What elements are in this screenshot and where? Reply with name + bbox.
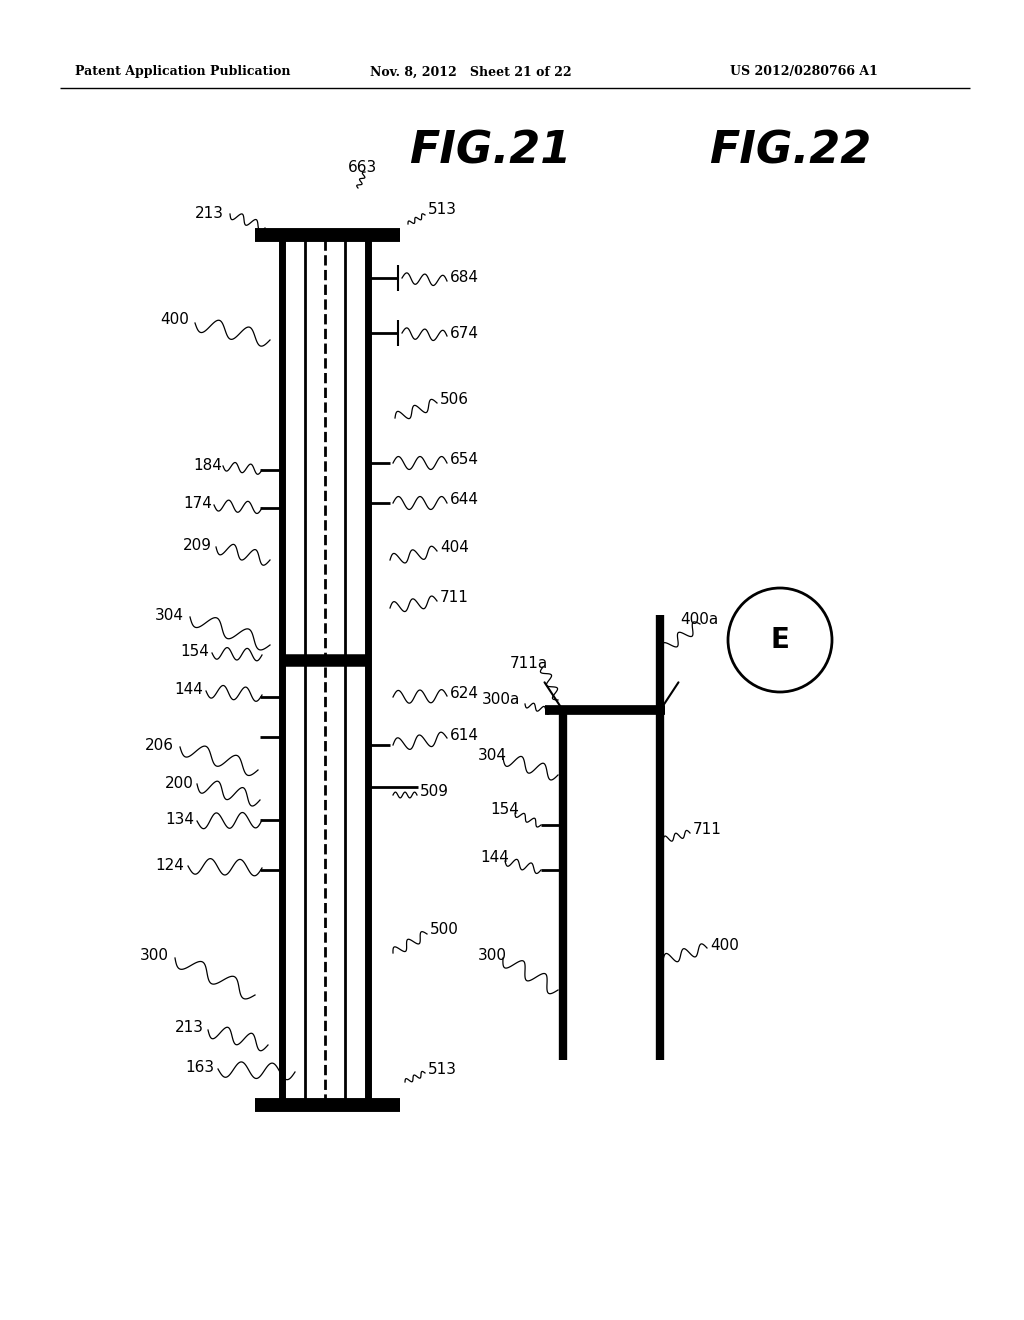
Text: US 2012/0280766 A1: US 2012/0280766 A1 xyxy=(730,66,878,78)
Text: 213: 213 xyxy=(195,206,224,220)
Text: 400a: 400a xyxy=(680,612,718,627)
Text: FIG.21: FIG.21 xyxy=(409,129,571,173)
Text: 663: 663 xyxy=(348,161,377,176)
Text: 184: 184 xyxy=(193,458,222,473)
Text: 513: 513 xyxy=(428,202,457,218)
Text: 124: 124 xyxy=(155,858,184,873)
Text: 134: 134 xyxy=(165,813,194,828)
Text: 144: 144 xyxy=(480,850,509,866)
Text: 174: 174 xyxy=(183,496,212,511)
Text: 400: 400 xyxy=(710,937,739,953)
Text: 144: 144 xyxy=(174,682,203,697)
Text: 506: 506 xyxy=(440,392,469,408)
Text: 711: 711 xyxy=(440,590,469,606)
Text: 674: 674 xyxy=(450,326,479,341)
Text: E: E xyxy=(771,626,790,653)
Text: 711a: 711a xyxy=(510,656,548,671)
Text: 404: 404 xyxy=(440,540,469,556)
Text: 644: 644 xyxy=(450,492,479,507)
Text: 300: 300 xyxy=(140,948,169,962)
Text: FIG.22: FIG.22 xyxy=(709,129,871,173)
Text: 154: 154 xyxy=(180,644,209,660)
Text: 154: 154 xyxy=(490,803,519,817)
Text: 684: 684 xyxy=(450,271,479,285)
Text: 614: 614 xyxy=(450,727,479,742)
Text: Patent Application Publication: Patent Application Publication xyxy=(75,66,291,78)
Text: 400: 400 xyxy=(160,313,188,327)
Text: Nov. 8, 2012   Sheet 21 of 22: Nov. 8, 2012 Sheet 21 of 22 xyxy=(370,66,571,78)
Text: 300a: 300a xyxy=(482,693,520,708)
Text: 509: 509 xyxy=(420,784,449,800)
Text: 654: 654 xyxy=(450,453,479,467)
Text: 513: 513 xyxy=(428,1063,457,1077)
Text: 711: 711 xyxy=(693,822,722,837)
Text: 304: 304 xyxy=(155,607,184,623)
Text: 163: 163 xyxy=(185,1060,214,1076)
Text: 300: 300 xyxy=(478,948,507,962)
Text: 209: 209 xyxy=(183,537,212,553)
Text: 624: 624 xyxy=(450,685,479,701)
Text: 206: 206 xyxy=(145,738,174,752)
Text: 304: 304 xyxy=(478,747,507,763)
Text: 500: 500 xyxy=(430,923,459,937)
Text: 200: 200 xyxy=(165,776,194,791)
Text: 213: 213 xyxy=(175,1020,204,1035)
